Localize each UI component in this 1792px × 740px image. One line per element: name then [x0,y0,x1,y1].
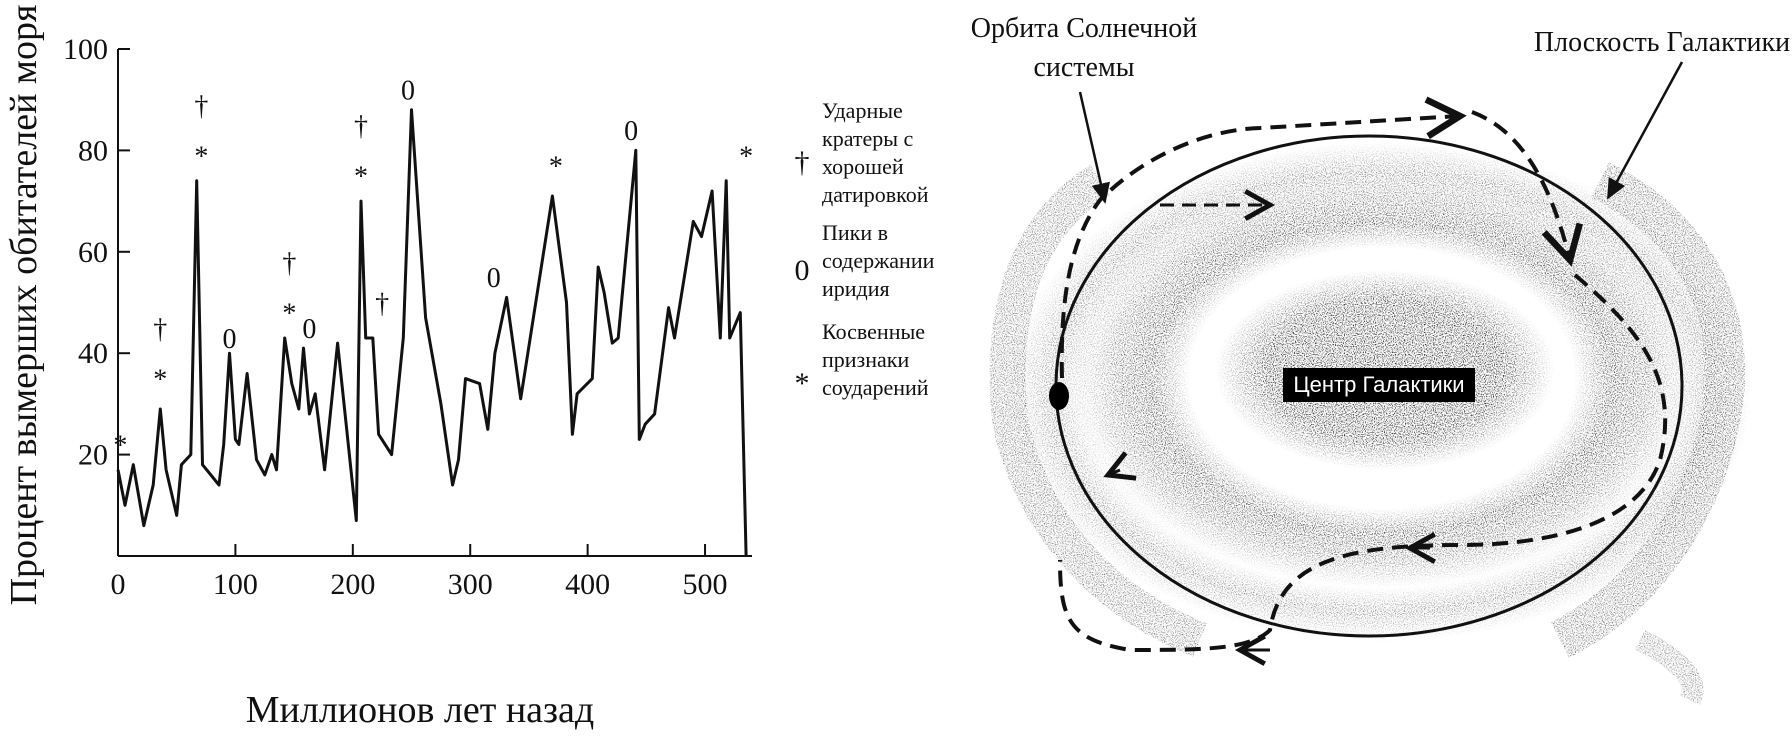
y-tick-label: 20 [78,439,108,472]
legend-text-line: Пики в [822,220,888,245]
annotation-marker: * [739,141,753,172]
x-tick-label: 100 [213,568,258,601]
annotation-marker: † [375,289,389,320]
x-tick-label: 0 [111,568,126,601]
annotation-marker: 0 [401,76,415,107]
orbit-pointer [1078,91,1110,204]
annotation-marker: 0 [624,116,638,147]
galactic-plane-label: Плоскость Галактики [1534,27,1790,58]
legend-text-line: хорошей [822,154,904,179]
y-tick-label: 100 [63,33,108,66]
solar-system-marker [1049,382,1069,410]
orbit-label-line-2: системы [1033,52,1134,83]
legend-text-line: кратеры с [822,126,914,151]
x-tick-label: 500 [683,568,728,601]
annotation-marker: * [549,151,563,182]
legend: † Ударные кратеры с хорошей датировкой 0 Пики … [795,98,935,400]
legend-text-line: Ударные [822,98,903,123]
series-line [116,108,748,557]
annotation-marker: † [354,111,368,142]
y-tick-label: 40 [78,337,108,370]
galactic-center-label: Центр Галактики [1293,372,1464,397]
annotation-marker: 0 [302,314,316,345]
annotation-marker: * [194,141,208,172]
center-label-band [1283,368,1475,402]
annotation-marker: * [113,430,127,461]
x-axis-label: Миллионов лет назад [246,689,595,731]
legend-text-line: Косвенные [822,319,925,344]
galactic-plane-dashed-path [1059,96,1467,379]
legend-symbol: † [795,146,810,179]
orbit-label-line-1: Орбита Солнечной [971,13,1198,44]
y-axis-label: Процент вымерших обитателей моря [3,5,45,606]
annotation-marker: * [282,299,296,330]
annotation-marker: † [194,91,208,122]
legend-text-line: соударений [822,375,929,400]
annotation-marker: * [153,364,167,395]
annotation-marker: † [282,248,296,279]
annotation-marker: * [354,162,368,193]
x-tick-label: 300 [448,568,493,601]
legend-symbol: * [795,367,810,400]
y-tick-label: 80 [78,134,108,167]
legend-text-line: содержании [822,248,935,273]
legend-text-line: иридия [822,276,890,301]
annotation-marker: 0 [487,263,501,294]
x-tick-label: 400 [565,568,610,601]
plane-pointer [1606,61,1684,200]
annotation-marker: 0 [223,324,237,355]
legend-text-line: датировкой [822,182,929,207]
x-tick-label: 200 [330,568,375,601]
annotation-marker: † [153,314,167,345]
y-tick-label: 60 [78,236,108,269]
galaxy-speckle [989,142,1752,705]
legend-symbol: 0 [795,254,810,287]
galaxy-diagram: Центр Галактики Орбита Солнечной системы… [971,13,1790,705]
legend-text-line: признаки [822,347,909,372]
